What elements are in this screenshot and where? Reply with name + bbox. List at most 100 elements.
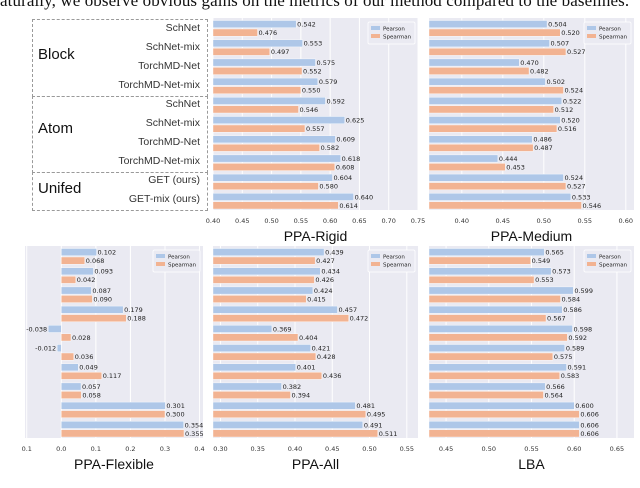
x-tick-label: 0.60	[567, 445, 581, 453]
data-label: 0.580	[319, 183, 338, 191]
bar-pearson	[61, 421, 184, 429]
data-label: 0.614	[339, 202, 358, 210]
data-label: 0.608	[336, 163, 355, 171]
legend-label-pearson: Pearson	[599, 27, 621, 33]
data-label: 0.487	[534, 144, 553, 152]
bar-pearson	[428, 325, 573, 333]
bar-spearman	[428, 295, 561, 303]
bar-spearman	[212, 256, 316, 265]
data-label: 0.102	[98, 249, 117, 257]
bar-spearman	[212, 391, 291, 399]
x-tick-label: 0.3	[160, 445, 170, 453]
bar-pearson	[428, 382, 546, 391]
bar-pearson	[428, 363, 567, 372]
bar-spearman	[212, 333, 299, 342]
chart-ppa-all: 0.30 0.35 0.40 0.45 0.50 0.55 0.439 0.427 0.434 0…	[212, 246, 418, 476]
bar-pearson	[212, 39, 303, 48]
bar-spearman	[61, 352, 74, 361]
bar-pearson	[212, 154, 341, 163]
legend-box	[152, 249, 201, 273]
legend-label-pearson: Pearson	[383, 27, 405, 33]
data-label: 0.618	[342, 155, 361, 163]
bar-spearman	[428, 201, 582, 210]
chart-ppa-medium: 0.40 0.45 0.50 0.55 0.60 0.504 0.520 0.507 0.527…	[428, 18, 634, 248]
bar-pearson	[428, 286, 574, 295]
x-tick-label: 0.30	[213, 445, 227, 453]
bar-spearman	[428, 124, 558, 133]
data-label: 0.421	[312, 345, 331, 353]
bar-spearman	[61, 314, 127, 322]
bar-spearman	[212, 86, 302, 94]
bar-spearman	[212, 48, 271, 56]
chart-lba: 0.45 0.50 0.55 0.60 0.65 0.565 0.549 0.573 0.553…	[428, 246, 634, 476]
data-label: 0.589	[566, 345, 585, 353]
bar-pearson	[212, 77, 319, 86]
model-label: SchNet-mix	[145, 117, 200, 129]
legend-label-pearson: Pearson	[168, 255, 190, 261]
bar-pearson	[428, 154, 499, 163]
x-tick-label: 0.50	[264, 217, 278, 225]
x-tick-label: 0.75	[411, 217, 425, 225]
group-label: Block	[38, 46, 75, 63]
data-label: 0.566	[546, 383, 565, 391]
bar-pearson	[212, 421, 364, 429]
bar-pearson	[428, 193, 572, 201]
x-tick-label: 0.4	[194, 445, 204, 453]
data-label: 0.439	[325, 249, 344, 257]
bar-spearman	[61, 333, 72, 342]
bar-spearman	[212, 201, 339, 210]
data-label: 0.640	[355, 193, 374, 201]
x-tick-label: 0.0	[56, 445, 66, 453]
bar-spearman	[61, 371, 102, 380]
data-label: 0.565	[545, 249, 564, 257]
chart-title: PPA-Flexible	[74, 456, 154, 472]
data-label: 0.453	[506, 163, 525, 171]
data-label: 0.090	[93, 295, 112, 303]
bar-pearson	[212, 173, 333, 182]
legend-swatch-spearman	[371, 34, 380, 38]
model-label: TorchMD-Net	[138, 136, 200, 148]
chart-svg: 0.40 0.45 0.50 0.55 0.600.5040.5200.5070.527…	[428, 18, 634, 225]
model-label: TorchMD-Net	[138, 60, 200, 72]
legend-swatch-pearson	[371, 254, 380, 258]
data-label: 0.573	[552, 268, 571, 276]
data-label: 0.457	[338, 306, 357, 314]
data-label: 0.404	[299, 334, 318, 342]
chart-title: PPA-Medium	[490, 228, 573, 244]
bar-spearman	[212, 105, 299, 114]
bar-pearson	[61, 286, 92, 295]
data-label: 0.575	[554, 353, 573, 361]
data-label: 0.552	[303, 67, 322, 75]
bar-pearson	[212, 20, 297, 28]
model-label: GET-mix (ours)	[128, 193, 200, 205]
data-label: 0.476	[259, 29, 278, 37]
data-label: 0.550	[302, 87, 321, 95]
bar-pearson	[61, 363, 79, 372]
bar-pearson	[428, 135, 533, 144]
bar-pearson	[428, 344, 566, 352]
bar-spearman	[212, 143, 320, 152]
legend-label-spearman: Spearman	[383, 35, 412, 41]
bar-spearman	[61, 256, 85, 265]
data-label: 0.036	[75, 353, 94, 361]
x-tick-label: 0.45	[235, 217, 249, 225]
data-label: 0.415	[307, 295, 326, 303]
data-label: 0.355	[185, 430, 204, 438]
x-tick-label: 0.60	[323, 217, 337, 225]
bar-spearman	[428, 276, 535, 284]
data-label: 0.575	[317, 59, 336, 67]
legend-label-spearman: Spearman	[599, 35, 628, 41]
x-tick-label: 0.60	[619, 217, 633, 225]
data-label: 0.512	[555, 106, 574, 114]
chart-svg: 0.40 0.45 0.50 0.55 0.60 0.65 0.70 0.75 0.542 0.4…	[206, 18, 425, 225]
data-label: 0.567	[547, 315, 566, 323]
legend-box	[583, 21, 632, 45]
legend-label-pearson: Pearson	[383, 255, 405, 261]
bar-pearson	[212, 325, 273, 333]
bar-spearman	[428, 86, 564, 94]
legend-swatch-spearman	[371, 262, 380, 266]
group-label: Unifed	[38, 180, 82, 197]
bar-spearman	[428, 314, 547, 322]
bar-spearman	[61, 276, 77, 284]
